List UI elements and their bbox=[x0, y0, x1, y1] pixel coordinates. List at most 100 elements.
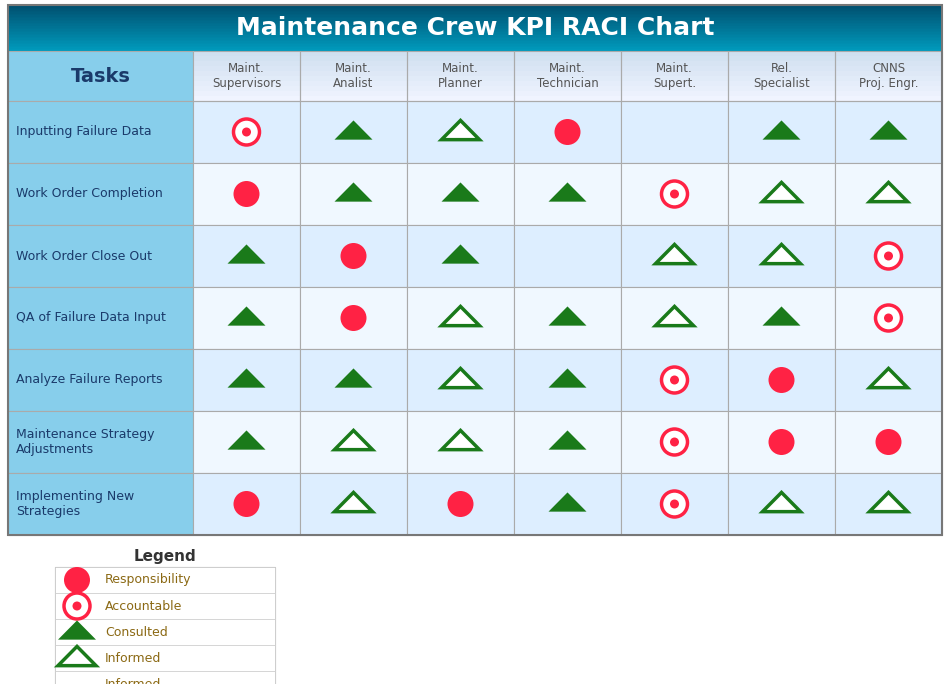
FancyBboxPatch shape bbox=[728, 96, 835, 101]
FancyBboxPatch shape bbox=[407, 163, 514, 225]
FancyBboxPatch shape bbox=[8, 51, 193, 101]
FancyBboxPatch shape bbox=[8, 46, 942, 48]
FancyBboxPatch shape bbox=[407, 90, 514, 96]
FancyBboxPatch shape bbox=[193, 60, 300, 66]
Circle shape bbox=[670, 376, 679, 384]
FancyBboxPatch shape bbox=[621, 86, 728, 91]
FancyBboxPatch shape bbox=[300, 163, 407, 225]
Text: Maint.
Technician: Maint. Technician bbox=[537, 62, 598, 90]
FancyBboxPatch shape bbox=[8, 47, 942, 49]
FancyBboxPatch shape bbox=[193, 75, 300, 81]
Polygon shape bbox=[334, 369, 372, 388]
FancyBboxPatch shape bbox=[514, 86, 621, 91]
FancyBboxPatch shape bbox=[55, 671, 275, 684]
FancyBboxPatch shape bbox=[728, 349, 835, 411]
Polygon shape bbox=[763, 183, 801, 202]
Polygon shape bbox=[227, 369, 265, 388]
FancyBboxPatch shape bbox=[514, 225, 621, 287]
Text: Tasks: Tasks bbox=[70, 66, 130, 86]
FancyBboxPatch shape bbox=[621, 349, 728, 411]
FancyBboxPatch shape bbox=[8, 25, 942, 27]
FancyBboxPatch shape bbox=[835, 101, 942, 163]
FancyBboxPatch shape bbox=[8, 17, 942, 18]
FancyBboxPatch shape bbox=[193, 349, 300, 411]
FancyBboxPatch shape bbox=[193, 55, 300, 61]
Circle shape bbox=[64, 567, 90, 593]
FancyBboxPatch shape bbox=[621, 75, 728, 81]
Circle shape bbox=[670, 438, 679, 447]
FancyBboxPatch shape bbox=[835, 66, 942, 71]
Circle shape bbox=[242, 127, 251, 137]
Circle shape bbox=[670, 189, 679, 198]
FancyBboxPatch shape bbox=[8, 26, 942, 28]
FancyBboxPatch shape bbox=[8, 225, 193, 287]
Text: Consulted: Consulted bbox=[105, 625, 168, 638]
FancyBboxPatch shape bbox=[8, 34, 942, 36]
Text: Legend: Legend bbox=[134, 549, 197, 564]
Polygon shape bbox=[548, 492, 586, 512]
Text: Maint.
Analist: Maint. Analist bbox=[333, 62, 373, 90]
FancyBboxPatch shape bbox=[835, 287, 942, 349]
FancyBboxPatch shape bbox=[8, 15, 942, 17]
Polygon shape bbox=[442, 306, 480, 326]
FancyBboxPatch shape bbox=[300, 349, 407, 411]
FancyBboxPatch shape bbox=[193, 473, 300, 535]
FancyBboxPatch shape bbox=[300, 411, 407, 473]
FancyBboxPatch shape bbox=[835, 411, 942, 473]
FancyBboxPatch shape bbox=[193, 96, 300, 101]
Text: Inputting Failure Data: Inputting Failure Data bbox=[16, 125, 152, 138]
FancyBboxPatch shape bbox=[8, 49, 942, 51]
FancyBboxPatch shape bbox=[835, 81, 942, 86]
Circle shape bbox=[876, 243, 902, 269]
FancyBboxPatch shape bbox=[835, 90, 942, 96]
Polygon shape bbox=[334, 430, 372, 449]
FancyBboxPatch shape bbox=[621, 81, 728, 86]
FancyBboxPatch shape bbox=[300, 86, 407, 91]
FancyBboxPatch shape bbox=[193, 163, 300, 225]
Polygon shape bbox=[442, 120, 480, 140]
Text: Maint.
Supervisors: Maint. Supervisors bbox=[212, 62, 281, 90]
Circle shape bbox=[661, 367, 688, 393]
FancyBboxPatch shape bbox=[835, 96, 942, 101]
Polygon shape bbox=[227, 244, 265, 263]
FancyBboxPatch shape bbox=[407, 96, 514, 101]
FancyBboxPatch shape bbox=[8, 8, 942, 10]
Polygon shape bbox=[869, 120, 907, 140]
FancyBboxPatch shape bbox=[621, 163, 728, 225]
FancyBboxPatch shape bbox=[193, 51, 300, 56]
Polygon shape bbox=[869, 369, 907, 388]
FancyBboxPatch shape bbox=[300, 96, 407, 101]
FancyBboxPatch shape bbox=[8, 38, 942, 40]
FancyBboxPatch shape bbox=[514, 349, 621, 411]
FancyBboxPatch shape bbox=[728, 66, 835, 71]
FancyBboxPatch shape bbox=[835, 473, 942, 535]
FancyBboxPatch shape bbox=[407, 101, 514, 163]
FancyBboxPatch shape bbox=[621, 101, 728, 163]
FancyBboxPatch shape bbox=[407, 66, 514, 71]
Polygon shape bbox=[869, 183, 907, 202]
FancyBboxPatch shape bbox=[514, 66, 621, 71]
FancyBboxPatch shape bbox=[514, 70, 621, 76]
FancyBboxPatch shape bbox=[193, 70, 300, 76]
FancyBboxPatch shape bbox=[8, 44, 942, 47]
FancyBboxPatch shape bbox=[514, 287, 621, 349]
Text: Maintenance Crew KPI RACI Chart: Maintenance Crew KPI RACI Chart bbox=[236, 16, 714, 40]
FancyBboxPatch shape bbox=[8, 20, 942, 22]
Circle shape bbox=[661, 429, 688, 455]
FancyBboxPatch shape bbox=[8, 37, 942, 39]
FancyBboxPatch shape bbox=[514, 411, 621, 473]
FancyBboxPatch shape bbox=[8, 32, 942, 34]
Polygon shape bbox=[58, 646, 96, 666]
FancyBboxPatch shape bbox=[193, 287, 300, 349]
FancyBboxPatch shape bbox=[728, 86, 835, 91]
Text: Maint.
Planner: Maint. Planner bbox=[438, 62, 483, 90]
FancyBboxPatch shape bbox=[514, 51, 621, 56]
FancyBboxPatch shape bbox=[728, 75, 835, 81]
FancyBboxPatch shape bbox=[407, 81, 514, 86]
FancyBboxPatch shape bbox=[55, 645, 275, 671]
FancyBboxPatch shape bbox=[300, 55, 407, 61]
FancyBboxPatch shape bbox=[407, 225, 514, 287]
Circle shape bbox=[876, 429, 902, 455]
Circle shape bbox=[769, 367, 794, 393]
Text: Work Order Completion: Work Order Completion bbox=[16, 187, 162, 200]
